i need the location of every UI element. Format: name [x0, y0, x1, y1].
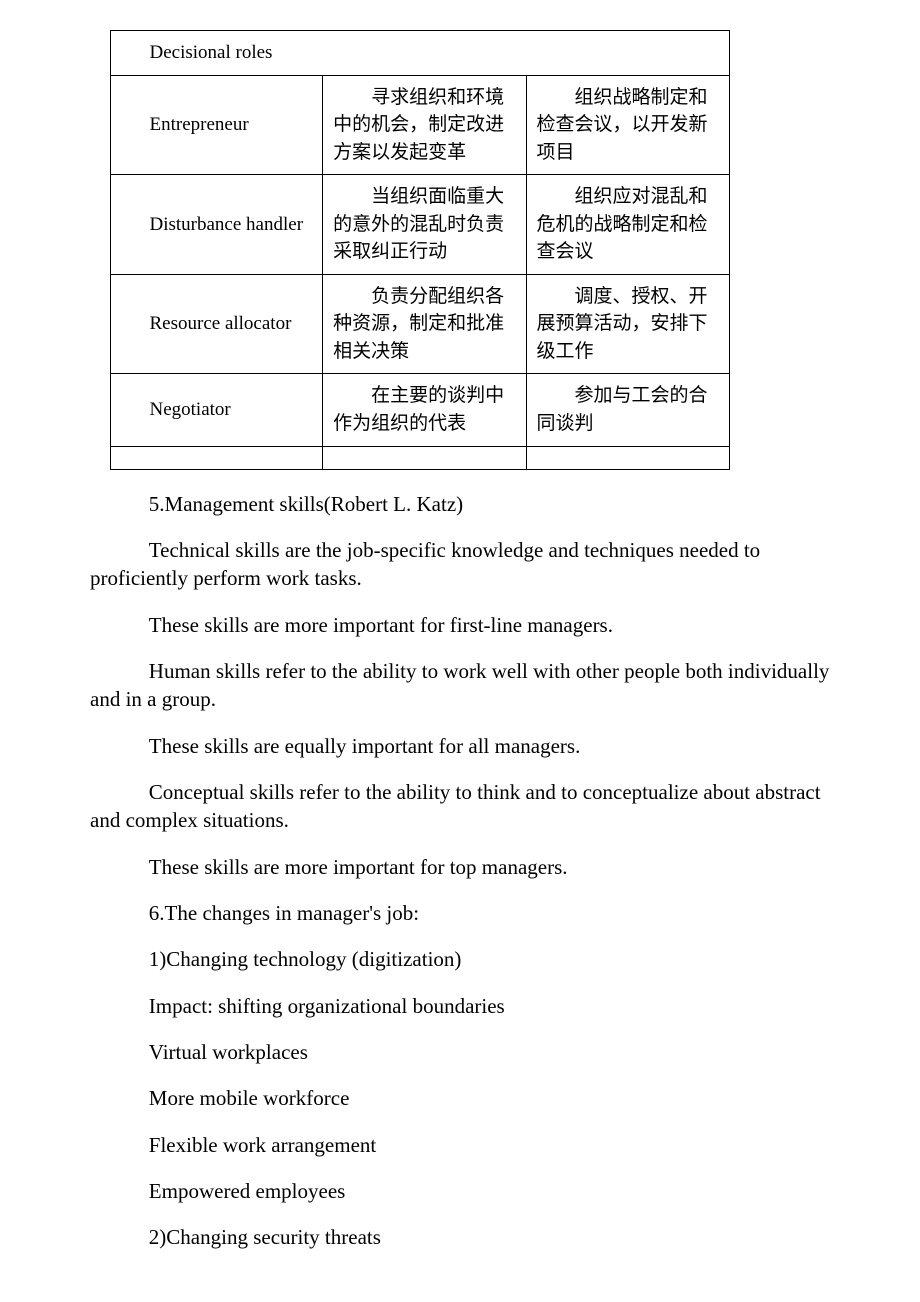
table-header-row: Decisional roles: [111, 31, 730, 76]
paragraph: Flexible work arrangement: [90, 1131, 830, 1159]
paragraph: 2)Changing security threats: [90, 1223, 830, 1251]
paragraph: Human skills refer to the ability to wor…: [90, 657, 830, 714]
paragraph: 5.Management skills(Robert L. Katz): [90, 490, 830, 518]
empty-cell: [111, 446, 323, 469]
table-row: Entrepreneur 寻求组织和环境中的机会，制定改进方案以发起变革 组织战…: [111, 75, 730, 175]
cell-role: Entrepreneur: [111, 75, 323, 175]
paragraph: Virtual workplaces: [90, 1038, 830, 1066]
table-row: Resource allocator 负责分配组织各种资源，制定和批准相关决策 …: [111, 274, 730, 374]
cell-example: 组织战略制定和检查会议，以开发新项目: [526, 75, 729, 175]
paragraph: 1)Changing technology (digitization): [90, 945, 830, 973]
document-page: Decisional roles Entrepreneur 寻求组织和环境中的机…: [0, 0, 920, 1300]
paragraph: These skills are equally important for a…: [90, 732, 830, 760]
paragraph: 6.The changes in manager's job:: [90, 899, 830, 927]
paragraph: These skills are more important for top …: [90, 853, 830, 881]
paragraph: Impact: shifting organizational boundari…: [90, 992, 830, 1020]
cell-role: Resource allocator: [111, 274, 323, 374]
cell-example: 组织应对混乱和危机的战略制定和检查会议: [526, 175, 729, 275]
table-empty-row: [111, 446, 730, 469]
cell-desc: 在主要的谈判中作为组织的代表: [323, 374, 526, 446]
cell-example: 调度、授权、开展预算活动，安排下级工作: [526, 274, 729, 374]
cell-role: Negotiator: [111, 374, 323, 446]
cell-role: Disturbance handler: [111, 175, 323, 275]
paragraph: These skills are more important for firs…: [90, 611, 830, 639]
paragraph: More mobile workforce: [90, 1084, 830, 1112]
text-line: Conceptual skills refer to the ability t…: [90, 778, 830, 835]
decisional-roles-table: Decisional roles Entrepreneur 寻求组织和环境中的机…: [110, 30, 730, 470]
cell-desc: 当组织面临重大的意外的混乱时负责采取纠正行动: [323, 175, 526, 275]
empty-cell: [323, 446, 526, 469]
table-row: Disturbance handler 当组织面临重大的意外的混乱时负责采取纠正…: [111, 175, 730, 275]
cell-example: 参加与工会的合同谈判: [526, 374, 729, 446]
paragraph: Conceptual skills refer to the ability t…: [90, 778, 830, 835]
table-header-cell: Decisional roles: [111, 31, 730, 76]
paragraph: Technical skills are the job-specific kn…: [90, 536, 830, 593]
cell-desc: 寻求组织和环境中的机会，制定改进方案以发起变革: [323, 75, 526, 175]
table-row: Negotiator 在主要的谈判中作为组织的代表 参加与工会的合同谈判: [111, 374, 730, 446]
paragraph: Empowered employees: [90, 1177, 830, 1205]
empty-cell: [526, 446, 729, 469]
cell-desc: 负责分配组织各种资源，制定和批准相关决策: [323, 274, 526, 374]
text-line: Human skills refer to the ability to wor…: [90, 657, 830, 714]
text-line: Technical skills are the job-specific kn…: [90, 536, 830, 593]
